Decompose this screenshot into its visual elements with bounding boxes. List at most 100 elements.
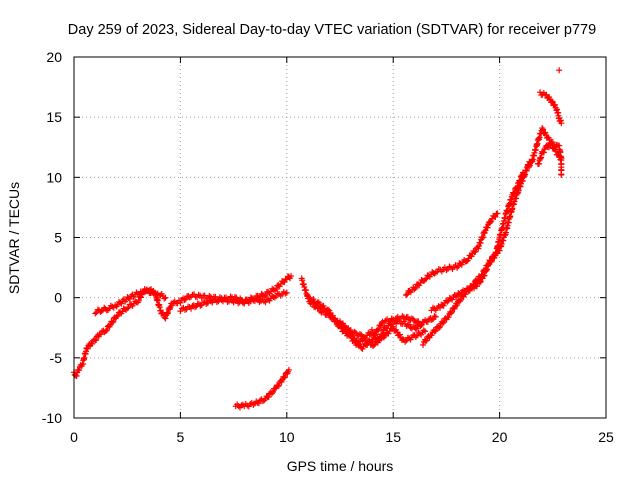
data-point [468,253,475,260]
x-axis-label: GPS time / hours [287,458,394,474]
data-point [368,326,375,333]
series-outlier [556,67,563,74]
data-point [412,284,419,291]
data-point [406,335,413,342]
data-point [76,367,83,374]
data-point [353,337,360,344]
data-point [350,332,357,339]
data-point [325,310,332,317]
data-point [423,337,430,344]
data-point [164,310,171,317]
data-point [192,304,199,311]
data-point [371,341,378,348]
data-point [339,320,346,327]
data-point [109,319,116,326]
y-tick-label: 15 [46,109,62,125]
data-point [461,288,468,295]
data-point [356,330,363,337]
data-point [431,313,438,320]
data-point [440,319,447,326]
data-point [161,295,168,302]
data-point [558,155,565,162]
data-point [551,101,558,108]
data-point [477,278,484,285]
data-point [422,276,429,283]
data-point [103,327,110,334]
data-point [454,302,461,309]
data-point [331,315,338,322]
x-tick-label: 15 [385,429,401,445]
data-point [520,169,527,176]
data-point [381,333,388,340]
x-tick-label: 5 [177,429,185,445]
data-point [262,292,269,299]
data-point [278,378,285,385]
data-point [402,292,409,299]
plot-frame [73,56,607,419]
data-point [487,218,494,225]
data-point [439,320,446,327]
data-point [526,162,533,169]
data-point [102,327,109,334]
data-point [488,258,495,265]
data-point [428,316,435,323]
data-point [424,318,431,325]
data-point [364,341,371,348]
data-point [428,332,435,339]
series-track-12 [534,139,565,168]
data-point [539,126,546,133]
data-point [315,305,322,312]
series-track-8 [402,210,501,299]
data-point [309,300,316,307]
y-tick-label: -5 [50,350,63,366]
data-point [476,279,483,286]
axis-ticks: 0 5 10 15 20 25 -10 -5 0 5 10 15 20 [42,49,614,445]
data-point [448,310,455,317]
data-point [540,149,547,156]
data-point [124,305,131,312]
data-point [114,312,121,319]
data-point [473,283,480,290]
data-point [435,324,442,331]
data-point [494,210,501,217]
y-axis-label: SDTVAR / TECUs [6,182,22,294]
y-tick-label: 10 [46,169,62,185]
data-point [273,286,280,293]
data-point [118,300,125,307]
data-point [177,299,184,306]
data-point [285,366,292,373]
data-point [188,305,195,312]
data-point [510,190,517,197]
series-track-4 [232,366,292,411]
data-point [413,325,420,332]
data-point [458,261,465,268]
data-point [329,314,336,321]
data-point [135,297,142,304]
data-point [371,332,378,339]
data-point [390,323,397,330]
data-point [549,139,556,146]
y-tick-label: -10 [42,410,62,426]
data-point [308,299,315,306]
data-point [548,98,555,105]
data-point [411,286,418,293]
data-point [98,308,105,315]
data-point [165,309,172,316]
data-series [71,67,565,411]
data-point [370,343,377,350]
data-point [457,296,464,303]
data-point [110,318,117,325]
data-point [283,289,290,296]
data-point [182,296,189,303]
data-point [126,295,133,302]
data-point [448,308,455,315]
data-point [432,327,439,334]
data-point [255,400,262,407]
data-point [445,314,452,321]
data-point [268,390,275,397]
grid [74,57,606,418]
data-point [492,213,499,220]
data-point [375,325,382,332]
data-point [92,310,99,317]
